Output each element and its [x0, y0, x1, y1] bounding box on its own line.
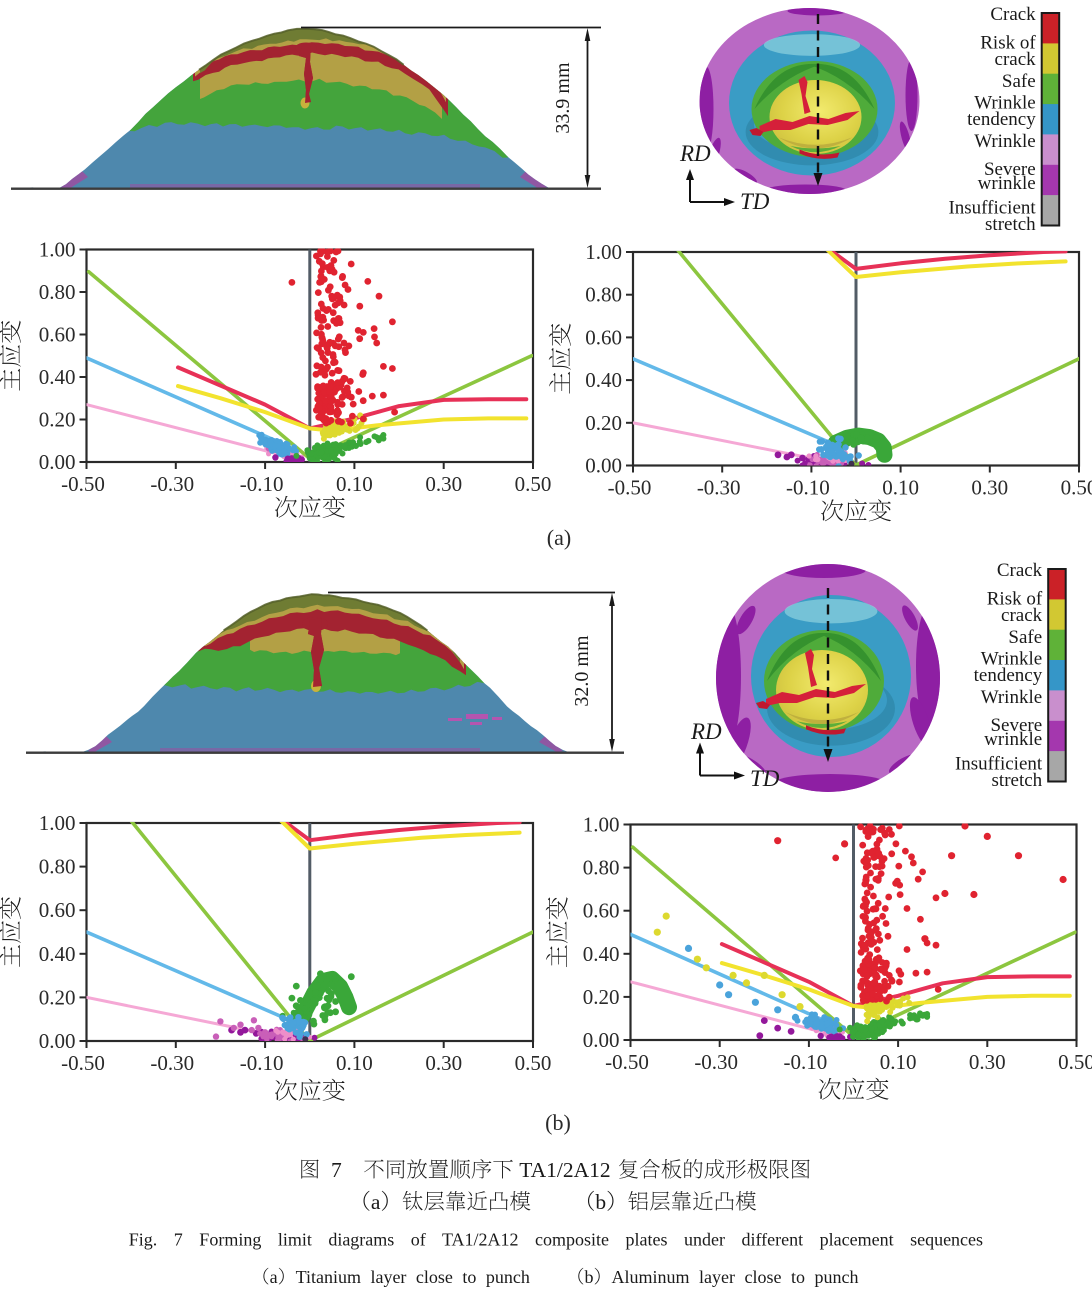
svg-text:Crack: Crack	[990, 4, 1036, 25]
svg-text:Crack: Crack	[997, 560, 1043, 581]
svg-text:stretch: stretch	[985, 214, 1036, 235]
svg-text:-0.10: -0.10	[784, 1050, 828, 1074]
svg-text:a: a	[371, 1190, 381, 1214]
svg-text:-0.50: -0.50	[61, 1051, 105, 1075]
svg-text:7: 7	[331, 1158, 342, 1182]
svg-text:Risk of: Risk of	[980, 32, 1036, 53]
svg-text:0.60: 0.60	[39, 898, 76, 922]
svg-text:b: b	[585, 1267, 594, 1287]
svg-text:0.60: 0.60	[583, 899, 620, 923]
svg-text:-0.10: -0.10	[240, 472, 284, 496]
svg-text:0.50: 0.50	[515, 1051, 552, 1075]
svg-text:0.20: 0.20	[583, 985, 620, 1009]
svg-text:0.10: 0.10	[882, 476, 919, 500]
svg-text:-0.30: -0.30	[694, 1050, 738, 1074]
svg-text:stretch: stretch	[992, 770, 1043, 791]
svg-text:tendency: tendency	[967, 109, 1036, 130]
svg-text:1.00: 1.00	[39, 238, 76, 262]
svg-text:0.20: 0.20	[39, 408, 76, 432]
svg-text:0.40: 0.40	[585, 368, 622, 392]
svg-text:0.60: 0.60	[585, 325, 622, 349]
svg-text:0.20: 0.20	[585, 411, 622, 435]
svg-text:-0.10: -0.10	[240, 1051, 284, 1075]
svg-text:-0.50: -0.50	[608, 476, 652, 500]
svg-text:0.00: 0.00	[583, 1028, 620, 1052]
svg-text:-0.30: -0.30	[697, 476, 741, 500]
svg-text:Wrinkle: Wrinkle	[981, 649, 1043, 670]
svg-text:-0.10: -0.10	[786, 476, 830, 500]
svg-text:a: a	[270, 1267, 278, 1287]
svg-text:RD: RD	[690, 719, 722, 744]
svg-text:Safe: Safe	[1002, 71, 1036, 92]
svg-text:Insufficient: Insufficient	[955, 754, 1043, 775]
svg-text:(a): (a)	[547, 525, 571, 550]
svg-text:0.50: 0.50	[1058, 1050, 1092, 1074]
svg-text:0.30: 0.30	[425, 1051, 462, 1075]
svg-text:0.40: 0.40	[39, 942, 76, 966]
svg-text:0.30: 0.30	[971, 476, 1008, 500]
svg-text:TD: TD	[750, 766, 780, 791]
svg-text:0.20: 0.20	[39, 985, 76, 1009]
svg-text:-0.30: -0.30	[150, 1051, 194, 1075]
svg-text:TD: TD	[740, 189, 770, 214]
svg-text:TA1/2A12: TA1/2A12	[519, 1158, 610, 1182]
svg-text:b: b	[595, 1190, 606, 1214]
svg-text:Safe: Safe	[1008, 627, 1042, 648]
svg-text:0.30: 0.30	[969, 1050, 1006, 1074]
svg-text:0.30: 0.30	[425, 472, 462, 496]
svg-text:1.00: 1.00	[583, 813, 620, 837]
svg-text:(b): (b)	[545, 1110, 571, 1135]
svg-text:wrinkle: wrinkle	[978, 173, 1036, 194]
svg-text:Titanium layer close to punch: Titanium layer close to punch	[296, 1267, 530, 1287]
svg-text:1.00: 1.00	[39, 811, 76, 835]
svg-text:0.00: 0.00	[39, 450, 76, 474]
svg-text:0.80: 0.80	[583, 856, 620, 880]
svg-text:0.60: 0.60	[39, 323, 76, 347]
svg-text:0.10: 0.10	[336, 472, 373, 496]
svg-text:-0.30: -0.30	[150, 472, 194, 496]
svg-text:Aluminum layer close to punch: Aluminum layer close to punch	[612, 1267, 859, 1287]
svg-text:-0.50: -0.50	[61, 472, 105, 496]
svg-text:0.10: 0.10	[336, 1051, 373, 1075]
svg-text:0.50: 0.50	[1061, 476, 1092, 500]
svg-text:0.40: 0.40	[39, 365, 76, 389]
svg-text:Wrinkle: Wrinkle	[974, 131, 1036, 152]
svg-text:1.00: 1.00	[585, 240, 622, 264]
svg-text:0.80: 0.80	[39, 280, 76, 304]
svg-text:Severe: Severe	[984, 159, 1036, 180]
svg-text:Wrinkle: Wrinkle	[981, 687, 1043, 708]
svg-text:tendency: tendency	[974, 665, 1043, 686]
svg-text:Wrinkle: Wrinkle	[974, 93, 1036, 114]
svg-text:-0.50: -0.50	[605, 1050, 649, 1074]
svg-text:0.80: 0.80	[39, 855, 76, 879]
svg-text:Severe: Severe	[990, 715, 1042, 736]
svg-text:RD: RD	[679, 141, 711, 166]
svg-text:0.00: 0.00	[39, 1029, 76, 1053]
svg-text:wrinkle: wrinkle	[984, 729, 1042, 750]
svg-text:0.80: 0.80	[585, 283, 622, 307]
svg-text:0.10: 0.10	[880, 1050, 917, 1074]
svg-text:0.50: 0.50	[515, 472, 552, 496]
svg-text:32.0 mm: 32.0 mm	[571, 635, 593, 707]
svg-text:Fig. 7 Forming limit diagrams: Fig. 7 Forming limit diagrams of TA1/2A1…	[129, 1230, 983, 1250]
svg-text:crack: crack	[995, 49, 1037, 70]
svg-text:crack: crack	[1001, 605, 1043, 626]
svg-text:33.9 mm: 33.9 mm	[552, 62, 574, 134]
svg-text:0.40: 0.40	[583, 942, 620, 966]
svg-text:Insufficient: Insufficient	[948, 198, 1036, 219]
svg-text:0.00: 0.00	[585, 454, 622, 478]
svg-text:Risk of: Risk of	[987, 588, 1043, 609]
